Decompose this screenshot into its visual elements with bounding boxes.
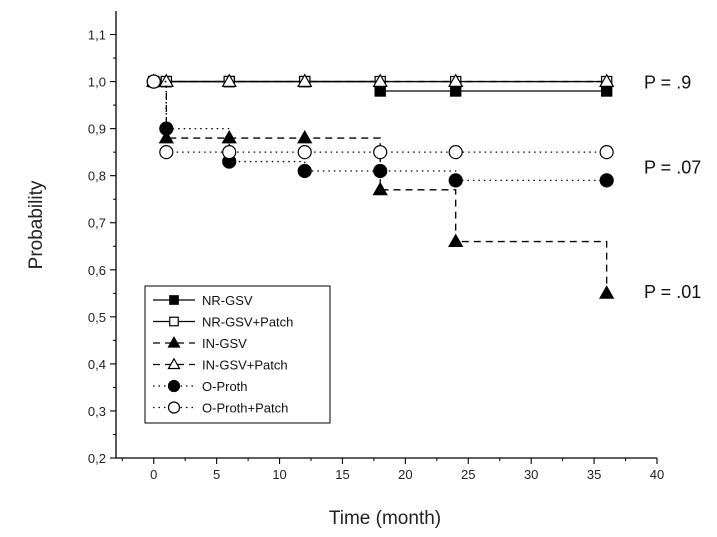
legend: NR-GSV NR-GSV+Patch IN-GSV IN-GSV+Patch O-Pr… bbox=[144, 285, 331, 424]
triangle-marker bbox=[221, 73, 237, 87]
legend-label: NR-GSV+Patch bbox=[202, 315, 293, 330]
x-tick-label: 35 bbox=[587, 467, 601, 482]
p-value-annotation: P = .01 bbox=[644, 282, 701, 302]
series-in-gsv bbox=[146, 73, 615, 299]
y-tick-label: 0,4 bbox=[88, 357, 106, 372]
y-axis-ticks: 0,2 0,3 0,4 0,5 0,6 0,7 0,8 0,9 1,0 1,1 bbox=[88, 28, 116, 466]
x-tick-label: 25 bbox=[461, 467, 475, 482]
triangle-marker bbox=[448, 73, 464, 87]
y-tick-label: 1,0 bbox=[88, 75, 106, 90]
legend-label: O-Proth+Patch bbox=[202, 401, 288, 416]
square-marker bbox=[600, 85, 613, 97]
triangle-marker bbox=[599, 285, 615, 299]
y-tick-label: 0,3 bbox=[88, 404, 106, 419]
legend-item-in-gsv: IN-GSV bbox=[153, 336, 247, 351]
series-in-gsv-patch bbox=[146, 73, 615, 87]
x-tick-label: 20 bbox=[398, 467, 412, 482]
circle-marker bbox=[297, 145, 312, 160]
square-marker bbox=[374, 85, 386, 97]
legend-item-o-proth: O-Proth bbox=[153, 379, 248, 394]
y-tick-label: 0,5 bbox=[88, 310, 106, 325]
circle-marker bbox=[373, 163, 388, 179]
triangle-marker bbox=[599, 73, 615, 87]
circle-marker bbox=[297, 163, 312, 179]
circle-marker bbox=[167, 401, 181, 414]
p-value-annotation: P = .9 bbox=[644, 73, 691, 93]
circle-marker bbox=[373, 145, 388, 160]
circle-marker bbox=[448, 173, 463, 188]
x-axis-label: Time (month) bbox=[329, 508, 441, 529]
series-group bbox=[146, 73, 615, 299]
circle-marker bbox=[599, 145, 614, 160]
triangle-marker bbox=[167, 336, 181, 348]
triangle-marker bbox=[297, 129, 313, 144]
x-tick-label: 40 bbox=[650, 467, 664, 482]
legend-item-in-gsv-patch: IN-GSV+Patch bbox=[153, 358, 288, 373]
triangle-marker bbox=[221, 129, 237, 144]
legend-label: NR-GSV bbox=[202, 293, 253, 308]
circle-marker bbox=[146, 74, 161, 89]
triangle-marker bbox=[372, 73, 388, 87]
x-tick-label: 30 bbox=[524, 467, 538, 482]
triangle-marker bbox=[448, 233, 464, 247]
circle-marker bbox=[159, 145, 174, 160]
x-tick-label: 5 bbox=[213, 467, 220, 482]
circle-marker bbox=[167, 379, 181, 393]
legend-label: IN-GSV bbox=[202, 336, 247, 351]
legend-item-nr-gsv: NR-GSV bbox=[153, 293, 253, 308]
p-value-annotation: P = .07 bbox=[644, 157, 701, 177]
plot-frame bbox=[115, 11, 657, 459]
triangle-marker bbox=[372, 181, 388, 196]
annotations-group: P = .9 P = .07 P = .01 bbox=[644, 73, 701, 302]
triangle-marker bbox=[158, 129, 174, 144]
circle-marker bbox=[448, 145, 463, 160]
legend-item-o-proth-patch: O-Proth+Patch bbox=[153, 401, 288, 416]
y-tick-label: 0,6 bbox=[88, 263, 106, 278]
x-tick-label: 15 bbox=[335, 467, 349, 482]
y-tick-label: 0,2 bbox=[88, 451, 106, 466]
y-tick-label: 0,8 bbox=[88, 169, 106, 184]
series-o-proth-patch bbox=[146, 74, 614, 160]
x-tick-label: 0 bbox=[150, 467, 157, 482]
x-axis-ticks: 0 5 10 15 20 25 30 35 40 bbox=[121, 458, 664, 482]
triangle-marker bbox=[167, 357, 181, 370]
square-marker bbox=[169, 295, 179, 305]
circle-marker bbox=[599, 173, 614, 188]
y-tick-label: 0,7 bbox=[88, 216, 106, 231]
square-marker bbox=[449, 85, 462, 97]
y-axis-label: Probability bbox=[26, 180, 47, 269]
legend-label: IN-GSV+Patch bbox=[202, 358, 288, 373]
legend-box bbox=[144, 285, 331, 424]
y-tick-label: 0,9 bbox=[88, 122, 106, 137]
triangle-marker bbox=[297, 73, 313, 87]
x-tick-label: 10 bbox=[272, 467, 286, 482]
square-marker bbox=[169, 316, 179, 327]
legend-item-nr-gsv-patch: NR-GSV+Patch bbox=[153, 315, 293, 330]
circle-marker bbox=[222, 145, 237, 160]
y-tick-label: 1,1 bbox=[88, 28, 106, 43]
legend-label: O-Proth bbox=[202, 379, 248, 394]
